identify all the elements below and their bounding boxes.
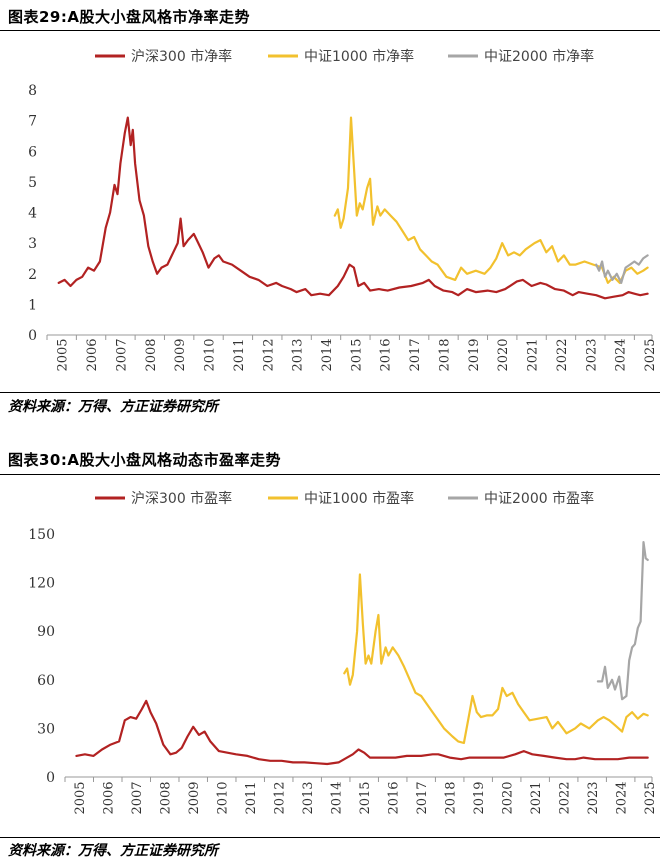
y-tick-label-3: 3 <box>28 236 37 252</box>
figure-29-top-rule <box>0 30 660 31</box>
x-tick-label-8: 2013 <box>301 781 316 814</box>
series-line-2 <box>595 254 649 284</box>
y-tick-label-7: 7 <box>28 114 37 130</box>
x-tick-label-4: 2009 <box>187 781 202 814</box>
x-tick-label-13: 2018 <box>437 338 452 371</box>
y-tick-label-4: 4 <box>28 206 37 222</box>
x-tick-label-6: 2011 <box>244 781 259 814</box>
x-tick-label-12: 2017 <box>408 338 423 371</box>
y-tick-label-5: 5 <box>28 175 37 191</box>
chart-29-pb-ratio: 沪深300 市净率 中证1000 市净率 中证2000 市净率 0 1 2 3 4 5 6 7 8 20… <box>28 48 658 372</box>
y-tick-label-2: 2 <box>28 267 37 283</box>
x-tick-label-20: 2025 <box>643 781 658 814</box>
chart-30-pe-ratio: 沪深300 市盈率 中证1000 市盈率 中证2000 市盈率 0 30 60 90 120 1… <box>28 490 658 815</box>
x-tick-label-0: 2005 <box>73 781 88 814</box>
x-tick-label-1: 2006 <box>102 781 117 814</box>
x-tick-label-3: 2008 <box>144 338 159 371</box>
x-tick-label-11: 2016 <box>387 781 402 814</box>
y-tick-label-8: 8 <box>28 83 37 99</box>
x-tick-label-2: 2007 <box>130 781 145 814</box>
x-tick-label-19: 2024 <box>614 338 629 371</box>
figure-30-top-rule <box>0 474 660 475</box>
y-tick-label-3: 90 <box>37 624 55 640</box>
y-tick-label-1: 30 <box>37 721 55 737</box>
legend-label-2: 中证2000 市盈率 <box>484 490 594 507</box>
x-tick-label-0: 2005 <box>56 338 71 371</box>
x-tick-label-7: 2012 <box>273 781 288 814</box>
y-tick-label-5: 150 <box>28 527 55 543</box>
figure-29-source: 资料来源：万得、方正证券研究所 <box>8 399 218 415</box>
x-tick-label-17: 2022 <box>555 338 570 371</box>
y-tick-label-2: 60 <box>37 673 55 689</box>
legend-label-0: 沪深300 市净率 <box>131 48 232 65</box>
x-tick-label-16: 2021 <box>529 781 544 814</box>
x-tick-label-18: 2023 <box>584 338 599 371</box>
series-line-2 <box>596 540 649 701</box>
legend-label-2: 中证2000 市净率 <box>484 48 594 65</box>
y-tick-label-1: 1 <box>28 297 37 313</box>
x-tick-label-18: 2023 <box>586 781 601 814</box>
x-tick-label-10: 2015 <box>349 338 364 371</box>
figure-29-bottom-rule <box>0 392 660 393</box>
legend-label-1: 中证1000 市盈率 <box>304 490 414 507</box>
x-tick-label-9: 2014 <box>320 338 335 371</box>
x-tick-label-2: 2007 <box>114 338 129 371</box>
x-tick-label-7: 2012 <box>261 338 276 371</box>
legend-label-1: 中证1000 市净率 <box>304 48 414 65</box>
x-tick-label-17: 2022 <box>558 781 573 814</box>
x-tick-label-3: 2008 <box>159 781 174 814</box>
x-tick-label-11: 2016 <box>379 338 394 371</box>
x-tick-label-8: 2013 <box>291 338 306 371</box>
figure-30-source: 资料来源：万得、方正证券研究所 <box>8 843 218 859</box>
y-tick-label-0: 0 <box>28 328 37 344</box>
x-tick-label-9: 2014 <box>330 781 345 814</box>
x-tick-label-15: 2020 <box>501 781 516 814</box>
figure-30-title: 图表30:A股大小盘风格动态市盈率走势 <box>8 451 281 469</box>
figure-30-bottom-rule <box>0 837 660 838</box>
x-tick-label-13: 2018 <box>444 781 459 814</box>
x-tick-label-14: 2019 <box>467 338 482 371</box>
x-tick-label-5: 2010 <box>203 338 218 371</box>
y-tick-label-0: 0 <box>46 770 55 786</box>
x-tick-label-4: 2009 <box>173 338 188 371</box>
x-tick-label-16: 2021 <box>526 338 541 371</box>
series-line-0 <box>75 699 649 766</box>
series-line-0 <box>57 116 649 300</box>
figure-29-title: 图表29:A股大小盘风格市净率走势 <box>8 8 250 26</box>
y-tick-label-4: 120 <box>28 576 55 592</box>
series-line-1 <box>343 573 649 745</box>
x-tick-label-10: 2015 <box>358 781 373 814</box>
x-tick-label-19: 2024 <box>615 781 630 814</box>
x-tick-label-15: 2020 <box>496 338 511 371</box>
legend-label-0: 沪深300 市盈率 <box>131 490 232 507</box>
x-tick-label-12: 2017 <box>415 781 430 814</box>
x-tick-label-6: 2011 <box>232 338 247 371</box>
x-tick-label-1: 2006 <box>85 338 100 371</box>
y-tick-label-6: 6 <box>28 144 37 160</box>
series-line-1 <box>333 116 649 284</box>
x-tick-label-20: 2025 <box>643 338 658 371</box>
x-tick-label-5: 2010 <box>216 781 231 814</box>
x-tick-label-14: 2019 <box>472 781 487 814</box>
